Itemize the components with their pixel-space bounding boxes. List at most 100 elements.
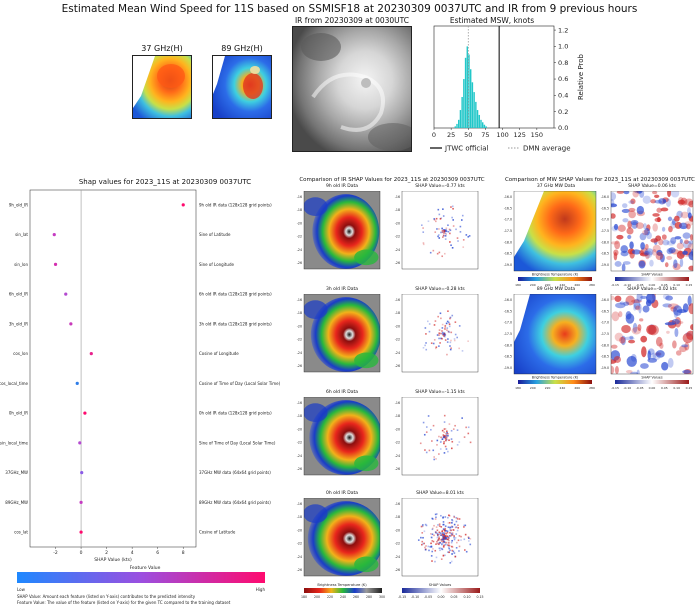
ir-cbar-shap-tick: -0.15	[398, 595, 406, 599]
shap-point	[78, 441, 82, 445]
shap-xtick-label: 0	[80, 550, 83, 556]
msw-ytick-label: 0.4	[558, 92, 568, 100]
panel-ytick-label: -22	[297, 338, 302, 342]
msw-bar	[464, 57, 467, 128]
panel-ytick-label: -22	[395, 542, 400, 546]
panel-ytick-label: -20	[395, 221, 400, 225]
msw-xtick-label: 0	[432, 131, 436, 139]
mw-cbar-data-tick: 200	[530, 283, 536, 287]
ir-cbar-shap-tick: -0.10	[411, 595, 419, 599]
mw-cbar-data-tick: 240	[560, 386, 566, 390]
msw-bar	[483, 124, 486, 128]
mw-data-panel-title: 89 GHz MW Data	[536, 287, 576, 292]
panel-ytick-label: -17.5	[601, 332, 609, 336]
panel-ytick-label: -17.0	[504, 218, 512, 222]
msw-plot-frame	[433, 25, 555, 129]
shap-point	[64, 292, 68, 296]
msw-xtick-label: 50	[464, 131, 472, 139]
mw-compare-title: Comparison of MW SHAP Values for 2023_11…	[504, 177, 696, 183]
panel-ytick-label: -16	[297, 502, 302, 506]
panel-ytick-label: -26	[297, 261, 302, 265]
panel-ytick-label: -18	[297, 208, 302, 212]
panel-ytick-label: -20	[395, 427, 400, 431]
msw-bar	[482, 122, 484, 128]
mw-cbar-shap-tick: 0.15	[686, 386, 693, 390]
msw-ytick-label: 0.6	[558, 75, 568, 83]
panel-ytick-label: -16	[395, 401, 400, 405]
panel-ytick-label: -18.5	[601, 252, 609, 256]
ir-shap-panel-title: SHAP Value=-0.28 kts	[415, 287, 465, 292]
msw-bar	[476, 110, 479, 128]
ir-title: IR from 20230309 at 0030UTC	[294, 16, 410, 25]
ir-colorbars: Brightness Temperature (K) 180 200 220 240 26…	[301, 583, 484, 599]
mw-cbar-data-tick: 220	[545, 283, 551, 287]
msw-ytick-label: 0.0	[558, 124, 568, 132]
ghz37-title: 37 GHz(H)	[141, 44, 183, 53]
shap-xtick-label: -2	[53, 550, 58, 556]
panel-ytick-label: -20	[297, 221, 302, 225]
panel-ytick-label: -22	[297, 542, 302, 546]
mw-cbar-data-tick: 280	[589, 386, 595, 390]
mw-cbar-data-tick: 240	[560, 283, 566, 287]
panel-ytick-label: -16	[297, 195, 302, 199]
panel-ytick-label: -16	[395, 195, 400, 199]
panel-ytick-label: -19.0	[504, 366, 512, 370]
shap-title: Shap values for 2023_11S at 20230309 003…	[78, 178, 252, 186]
panel-ytick-label: -18.0	[504, 240, 512, 244]
msw-bar	[473, 92, 475, 128]
panel-ytick-label: -16	[395, 298, 400, 302]
shap-feature-name: cos_local_time	[0, 381, 29, 386]
panel-ytick-label: -16.0	[504, 298, 512, 302]
panel-ytick-label: -20	[297, 427, 302, 431]
panel-ytick-label: -17.5	[601, 229, 609, 233]
mw-cbar-shap-tick: -0.10	[623, 386, 631, 390]
ir-cbar-shap-tick: 0.05	[450, 595, 457, 599]
mw-shap-image: -16.0 -16.5 -17.0 -17.5 -18.0 -18.5 -19.0 SHAP …	[601, 294, 694, 390]
ir-cbar-shap	[402, 588, 480, 593]
ir-data-panel-title: 6h old IR Data	[325, 390, 359, 395]
panel-ytick-label: -16.0	[504, 195, 512, 199]
ir-cbar-data-tick: 300	[379, 595, 385, 599]
ir-shap-image: -16 -18 -20 -22 -24 -26	[395, 294, 479, 373]
shap-feature-name: sin_lat	[15, 232, 28, 237]
shap-summary-chart: 9h_old_IR 9h old IR data (128x128 grid po…	[0, 189, 281, 605]
panel-ytick-label: -16.5	[601, 309, 609, 313]
legend-jtwc-label: JTWC official	[444, 145, 489, 153]
shap-feature-description: 37GHz MW data (64x64 grid points)	[199, 470, 271, 475]
shap-point	[79, 530, 83, 534]
msw-ytick-label: 0.2	[558, 108, 568, 116]
ir-shap-image: -16 -18 -20 -22 -24 -26	[395, 191, 479, 270]
panel-ytick-label: -26	[395, 364, 400, 368]
ir-data-panel-title: 3h old IR Data	[325, 287, 359, 292]
shap-feature-name: 89GHz_MW	[5, 500, 28, 505]
panel-ytick-label: -24	[395, 351, 400, 355]
shap-feature-description: Sine of Time of Day (Local Solar Time)	[199, 440, 276, 445]
ir-cbar-shap-tick: -0.05	[424, 595, 432, 599]
mw-shap-panel-title: SHAP Value=0.06 kts	[628, 184, 676, 189]
shap-feature-name: cos_lon	[13, 351, 28, 356]
panel-ytick-label: -26	[297, 568, 302, 572]
shap-feature-name: 0h_old_IR	[9, 411, 28, 416]
mw-cbar-shap-tick: 0.05	[661, 386, 668, 390]
msw-xtick-label: 25	[447, 131, 455, 139]
ir-cbar-data-tick: 260	[353, 595, 359, 599]
msw-bar	[458, 119, 460, 128]
shap-feature-description: 3h old IR data (128x128 grid points)	[199, 321, 272, 326]
ghz89-title: 89 GHz(H)	[221, 44, 263, 53]
panel-ytick-label: -24	[297, 454, 302, 458]
mw-cbar-data	[518, 380, 592, 384]
shap-point	[75, 381, 79, 385]
panel-ytick-label: -18	[395, 208, 400, 212]
msw-ytick-label: 0.8	[558, 59, 568, 67]
panel-ytick-label: -20	[395, 528, 400, 532]
msw-title: Estimated MSW, knots	[449, 16, 535, 25]
panel-ytick-label: -20	[297, 528, 302, 532]
mw-cbar-shap-tick: 0.05	[661, 283, 668, 287]
panel-ytick-label: -18.0	[601, 343, 609, 347]
panel-ytick-label: -26	[395, 261, 400, 265]
shap-feature-name: 3h_old_IR	[9, 321, 28, 326]
legend-dmn-label: DMN average	[523, 145, 571, 153]
shap-feature-name: sin_lon	[14, 262, 28, 267]
panel-ytick-label: -22	[395, 338, 400, 342]
panel-ytick-label: -16.5	[504, 309, 512, 313]
